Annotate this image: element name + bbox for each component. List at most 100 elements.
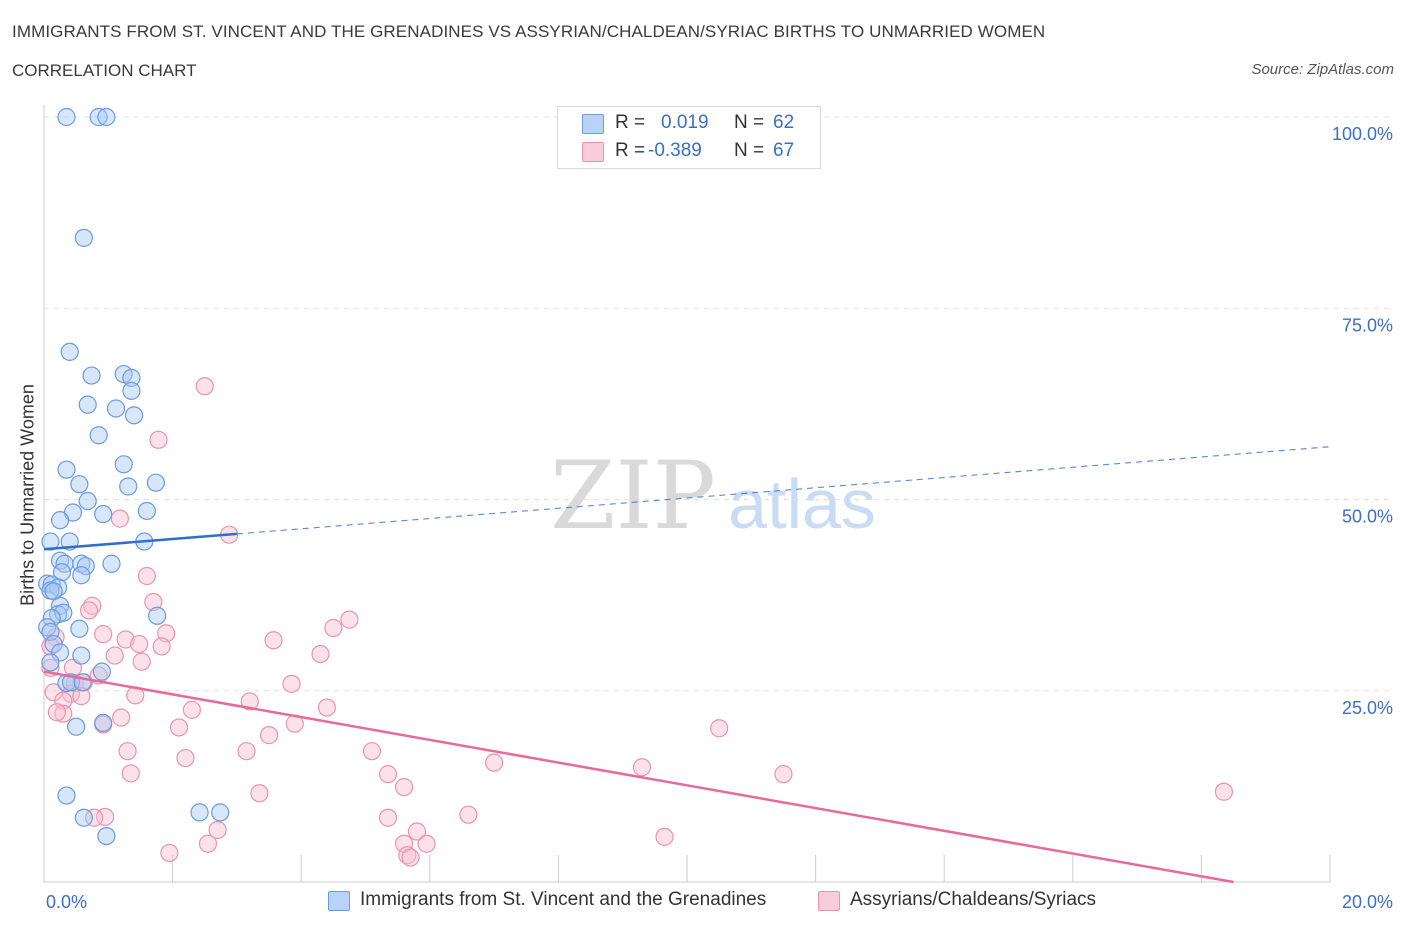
pink-swatch <box>818 891 840 911</box>
scatter-point-pink <box>169 718 189 737</box>
legend-n-value: 67 <box>773 140 795 161</box>
scatter-point-blue <box>190 803 209 822</box>
scatter-point-blue <box>106 399 126 418</box>
scatter-point-pink <box>112 708 131 727</box>
scatter-point-blue <box>72 646 91 665</box>
watermark-atlas: atlas <box>728 465 876 543</box>
scatter-point-pink <box>132 652 151 671</box>
scatter-point-pink <box>240 692 259 711</box>
scatter-point-blue <box>54 603 73 622</box>
scatter-point-pink <box>774 765 793 784</box>
y-axis-label: Births to Unmarried Women <box>17 384 38 606</box>
scatter-point-blue <box>57 107 76 127</box>
scatter-point-pink <box>259 726 279 745</box>
source-label: Source: ZipAtlas.com <box>1251 61 1394 78</box>
legend-n-label: N = <box>734 140 770 161</box>
scatter-point-pink <box>317 698 337 717</box>
x-tick-label: 0.0% <box>46 892 87 912</box>
scatter-point-blue <box>72 566 91 585</box>
trendline-blue-extension <box>236 446 1331 535</box>
scatter-point-blue <box>119 477 138 496</box>
trendline-pink <box>43 670 1234 884</box>
y-tick-label: 100.0% <box>1332 124 1393 144</box>
scatter-point-blue <box>89 107 108 127</box>
scatter-point-pink <box>264 631 283 650</box>
x-tick-label: 20.0% <box>1342 892 1393 912</box>
scatter-point-blue <box>89 426 108 445</box>
scatter-point-blue <box>74 228 93 247</box>
scatter-point-pink <box>1214 782 1234 801</box>
blue-swatch <box>328 891 350 911</box>
scatter-point-blue <box>60 342 79 361</box>
scatter-point-blue <box>41 653 60 672</box>
scatter-point-blue <box>124 406 144 425</box>
scatter-point-blue <box>74 808 93 827</box>
blue-swatch <box>582 114 604 134</box>
chart-subtitle: CORRELATION CHART <box>12 61 197 80</box>
scatter-point-blue <box>97 826 116 846</box>
legend-n-label: N = <box>734 112 770 133</box>
scatter-point-pink <box>116 630 135 649</box>
scatter-point-blue <box>67 717 86 736</box>
scatter-point-pink <box>118 742 137 761</box>
scatter-point-blue <box>50 511 70 530</box>
legend-r-label: R = <box>615 112 651 133</box>
scatter-point-pink <box>144 592 163 612</box>
legend-n-value: 62 <box>773 112 795 133</box>
scatter-point-pink <box>208 820 227 840</box>
scatter-point-pink <box>282 674 301 693</box>
scatter-point-pink <box>378 765 398 784</box>
scatter-point-pink <box>110 509 129 528</box>
scatter-point-pink <box>398 846 417 865</box>
scatter-point-pink <box>94 625 113 644</box>
scatter-point-blue <box>78 395 97 414</box>
scatter-point-pink <box>655 827 674 846</box>
scatter-point-pink <box>105 646 124 665</box>
y-tick-label: 50.0% <box>1342 507 1393 527</box>
scatter-point-blue <box>92 662 111 681</box>
scatter-point-pink <box>149 430 168 449</box>
scatter-point-pink <box>195 377 214 396</box>
scatter-point-pink <box>394 778 414 797</box>
scatter-point-blue <box>78 491 97 511</box>
scatter-point-pink <box>152 637 171 656</box>
scatter-point-pink <box>130 634 149 654</box>
series2-label: Assyrians/Chaldeans/Syriacs <box>850 889 1097 910</box>
scatter-point-blue <box>82 366 101 385</box>
scatter-point-pink <box>41 637 60 656</box>
scatter-point-blue <box>94 504 113 524</box>
scatter-point-blue <box>114 455 133 474</box>
trendline-blue <box>43 532 237 551</box>
scatter-point-pink <box>54 704 73 723</box>
scatter-point-blue <box>42 608 61 628</box>
scatter-point-pink <box>378 808 398 827</box>
scatter-point-pink <box>250 784 269 803</box>
legend-r-label: R = <box>615 140 651 161</box>
legend-r-value: -0.389 <box>648 140 702 161</box>
scatter-point-pink <box>160 843 179 863</box>
scatter-point-blue <box>94 713 113 732</box>
scatter-point-blue <box>52 563 72 582</box>
scatter-point-blue <box>57 786 76 805</box>
scatter-point-pink <box>72 687 91 706</box>
scatter-point-pink <box>710 719 729 738</box>
scatter-point-pink <box>485 753 504 772</box>
scatter-point-blue <box>76 556 95 576</box>
scatter-point-blue <box>70 619 89 638</box>
y-tick-label: 75.0% <box>1342 315 1393 335</box>
correlation-legend: R = 0.019 N = 62 R = -0.389 N = 67 <box>557 106 821 169</box>
scatter-point-pink <box>121 764 140 783</box>
scatter-point-blue <box>102 554 121 573</box>
scatter-point-pink <box>85 808 104 827</box>
scatter-point-blue <box>70 475 89 494</box>
scatter-point-pink <box>237 742 256 761</box>
scatter-point-pink <box>417 834 436 853</box>
scatter-point-pink <box>54 691 73 710</box>
scatter-point-blue <box>50 643 70 662</box>
scatter-point-blue <box>57 460 76 479</box>
scatter-point-pink <box>632 758 652 777</box>
y-tick-label: 25.0% <box>1342 698 1393 718</box>
scatter-point-pink <box>47 703 66 722</box>
scatter-point-blue <box>122 368 141 387</box>
